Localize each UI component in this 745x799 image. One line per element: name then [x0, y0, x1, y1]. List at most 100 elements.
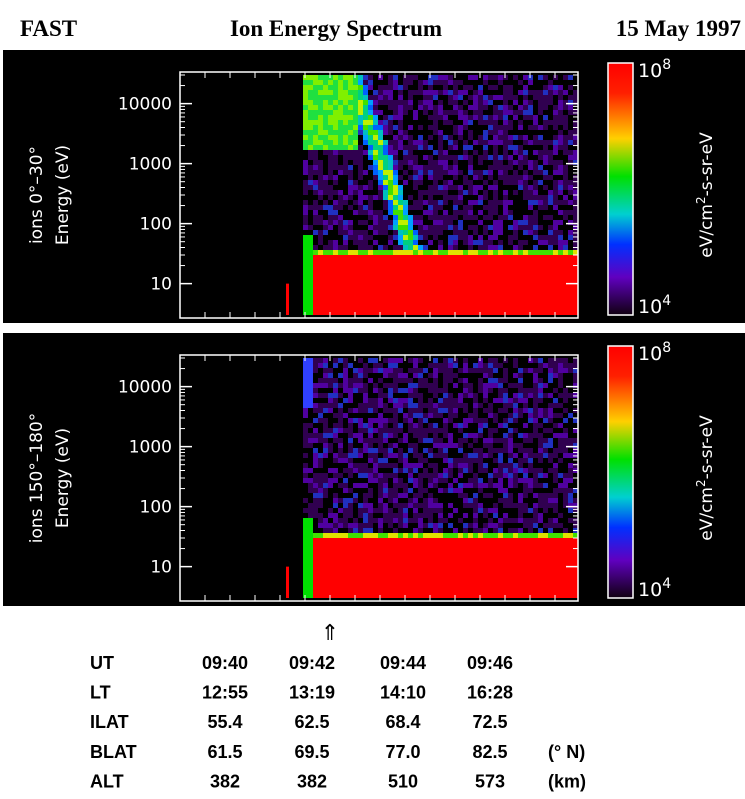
spectrogram-cell: [478, 538, 483, 543]
spectrogram-cell: [448, 295, 453, 300]
spectrogram-cell: [433, 378, 438, 383]
spectrogram-cell: [393, 398, 398, 403]
spectrogram-cell: [363, 170, 368, 175]
spectrogram-cell: [513, 265, 518, 270]
spectrogram-cell: [333, 558, 338, 563]
spectrogram-cell: [563, 358, 568, 363]
spectrogram-cell: [538, 568, 543, 573]
spectrogram-cell: [353, 518, 358, 523]
spectrogram-cell: [488, 225, 493, 230]
spectrogram-cell: [523, 453, 528, 458]
spectrogram-cell: [358, 280, 363, 285]
spectrogram-cell: [543, 583, 548, 588]
spectrogram-cell: [323, 368, 328, 373]
spectrogram-cell: [408, 150, 413, 155]
spectrogram-cell: [448, 250, 453, 255]
spectrogram-cell: [553, 160, 558, 165]
spectrogram-cell: [418, 398, 423, 403]
spectrogram-cell: [448, 368, 453, 373]
spectrogram-cell: [363, 75, 368, 80]
spectrogram-cell: [348, 588, 353, 593]
spectrogram-cell: [478, 403, 483, 408]
spectrogram-cell: [308, 260, 313, 265]
spectrogram-cell: [573, 150, 578, 155]
spectrogram-cell: [498, 543, 503, 548]
spectrogram-cell: [468, 235, 473, 240]
spectrogram-cell: [553, 115, 558, 120]
spectrogram-cell: [483, 383, 488, 388]
spectrogram-cell: [418, 493, 423, 498]
spectrogram-cell: [468, 300, 473, 305]
spectrogram-cell: [323, 538, 328, 543]
spectrogram-cell: [413, 568, 418, 573]
spectrogram-cell: [533, 260, 538, 265]
spectrogram-cell: [453, 443, 458, 448]
spectrogram-cell: [538, 443, 543, 448]
spectrogram-cell: [338, 408, 343, 413]
spectrogram-cell: [473, 543, 478, 548]
spectrogram-cell: [338, 358, 343, 363]
spectrogram-cell: [333, 383, 338, 388]
spectrogram-cell: [533, 433, 538, 438]
spectrogram-cell: [483, 438, 488, 443]
spectrogram-cell: [398, 388, 403, 393]
spectrogram-cell: [563, 433, 568, 438]
spectrogram-cell: [398, 240, 403, 245]
spectrogram-cell: [438, 200, 443, 205]
spectrogram-cell: [568, 463, 573, 468]
spectrogram-cell: [318, 543, 323, 548]
spectrogram-cell: [518, 503, 523, 508]
spectrogram-cell: [433, 403, 438, 408]
spectrogram-cell: [478, 270, 483, 275]
spectrogram-cell: [318, 548, 323, 553]
spectrogram-cell: [403, 513, 408, 518]
spectrogram-cell: [573, 310, 578, 315]
spectrogram-cell: [388, 190, 393, 195]
spectrogram-cell: [388, 75, 393, 80]
spectrogram-cell: [353, 90, 358, 95]
spectrogram-cell: [393, 468, 398, 473]
spectrogram-cell: [573, 383, 578, 388]
spectrogram-cell: [333, 90, 338, 95]
spectrogram-cell: [333, 85, 338, 90]
spectrogram-cell: [303, 393, 308, 398]
spectrogram-cell: [483, 245, 488, 250]
spectrogram-cell: [388, 310, 393, 315]
spectrogram-cell: [408, 165, 413, 170]
spectrogram-cell: [493, 483, 498, 488]
spectrogram-cell: [548, 443, 553, 448]
spectrogram-cell: [438, 593, 443, 598]
spectrogram-cell: [313, 130, 318, 135]
spectrogram-cell: [363, 538, 368, 543]
spectrogram-cell: [508, 250, 513, 255]
spectrogram-cell: [528, 528, 533, 533]
spectrogram-cell: [508, 110, 513, 115]
spectrogram-cell: [423, 418, 428, 423]
spectrogram-cell: [383, 155, 388, 160]
spectrogram-cell: [433, 528, 438, 533]
spectrogram-cell: [328, 255, 333, 260]
spectrogram-cell: [313, 568, 318, 573]
spectrogram-cell: [388, 558, 393, 563]
spectrogram-cell: [518, 508, 523, 513]
spectrogram-cell: [383, 358, 388, 363]
spectrogram-cell: [313, 498, 318, 503]
spectrogram-cell: [378, 160, 383, 165]
spectrogram-cell: [383, 503, 388, 508]
spectrogram-cell: [558, 310, 563, 315]
spectrogram-cell: [548, 453, 553, 458]
spectrogram-cell: [323, 205, 328, 210]
spectrogram-cell: [543, 503, 548, 508]
spectrogram-cell: [398, 518, 403, 523]
spectrogram-cell: [378, 210, 383, 215]
spectrogram-cell: [338, 280, 343, 285]
spectrogram-cell: [473, 493, 478, 498]
spectrogram-cell: [503, 250, 508, 255]
spectrogram-cell: [403, 548, 408, 553]
spectrogram-cell: [558, 265, 563, 270]
spectrogram-cell: [408, 463, 413, 468]
spectrogram-cell: [393, 533, 398, 538]
spectrogram-cell: [408, 428, 413, 433]
spectrogram-cell: [573, 285, 578, 290]
spectrogram-cell: [518, 468, 523, 473]
